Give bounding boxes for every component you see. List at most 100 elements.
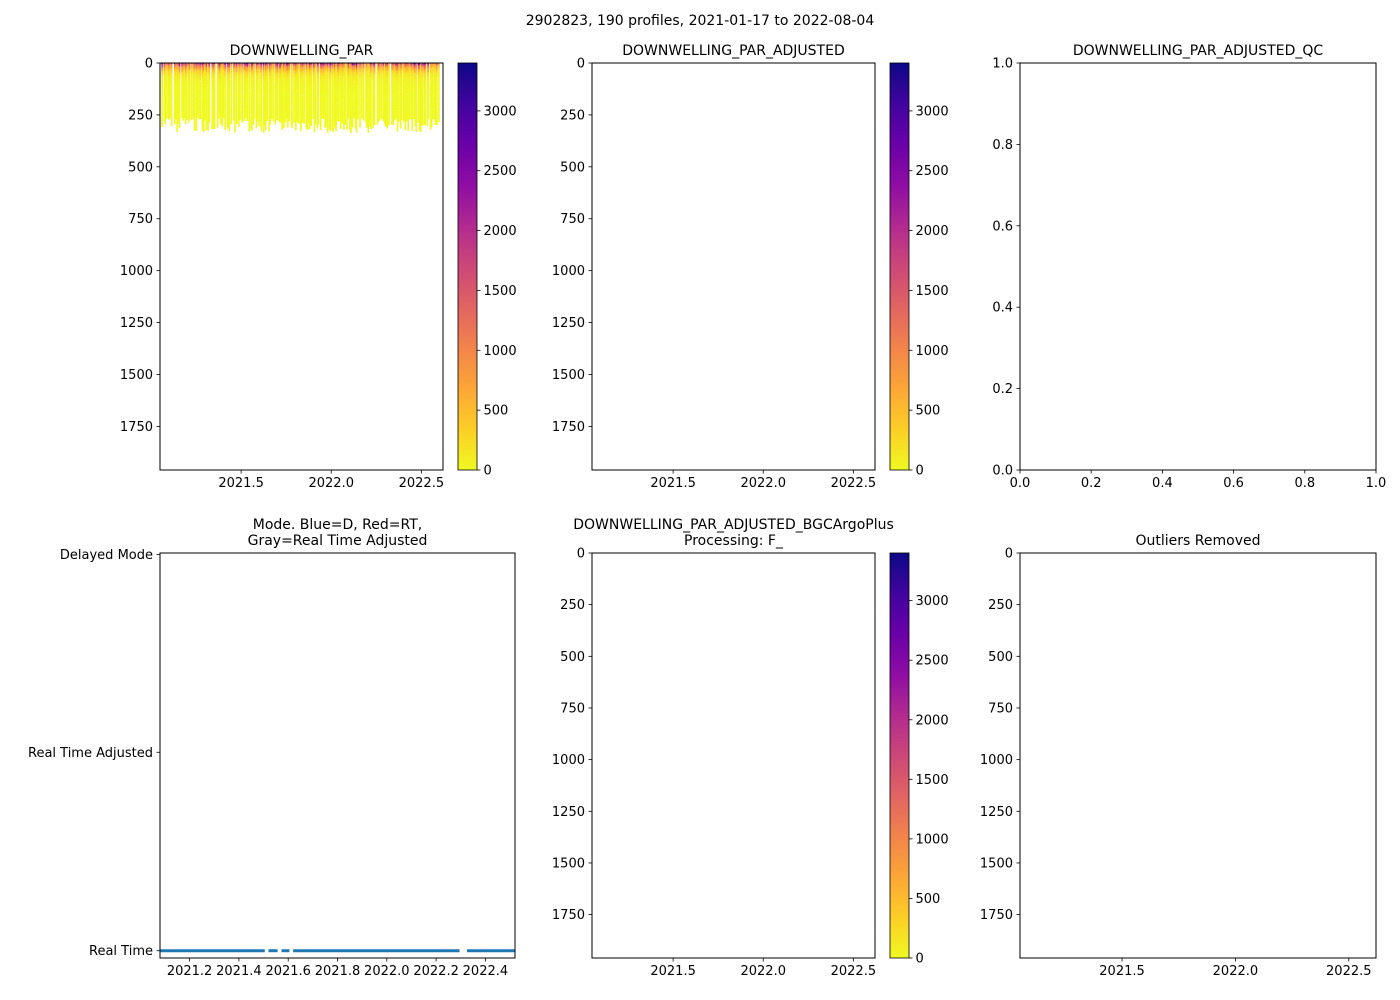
x-tick-label: 1.0 xyxy=(1366,476,1387,491)
colorbar-tick-label: 0 xyxy=(484,464,492,479)
colorbar-tick-label: 3000 xyxy=(916,594,949,609)
x-tick-label: 0.6 xyxy=(1223,476,1244,491)
y-tick-label: 500 xyxy=(988,650,1013,665)
y-tick-label: 500 xyxy=(128,160,153,175)
x-tick-label: 2022.0 xyxy=(308,476,354,491)
y-tick-label: 1750 xyxy=(552,420,585,435)
x-tick-label: 2022.5 xyxy=(399,476,445,491)
x-tick-label: 0.0 xyxy=(1010,476,1031,491)
subplot-downwelling-par-adjusted: DOWNWELLING_PAR_ADJUSTED 2021.5 2022.0 2022… xyxy=(552,43,949,491)
colorbar-tick-label: 0 xyxy=(916,952,924,967)
y-tick-label: 1750 xyxy=(552,908,585,923)
y-category-label: Delayed Mode xyxy=(60,548,153,563)
colorbar-tick-label: 1500 xyxy=(484,284,517,299)
x-tick-label: 2022.5 xyxy=(1326,964,1372,979)
y-tick-label: 1500 xyxy=(552,368,585,383)
y-tick-label: 500 xyxy=(560,160,585,175)
x-tick-label: 2022.5 xyxy=(831,476,877,491)
colorbar-tick-label: 1500 xyxy=(916,773,949,788)
subplot-title: DOWNWELLING_PAR xyxy=(230,43,374,59)
y-tick-label: 250 xyxy=(988,598,1013,613)
y-category-label: Real Time xyxy=(89,944,153,959)
x-tick-label: 2021.5 xyxy=(650,964,696,979)
x-tick-label: 2021.6 xyxy=(265,964,311,979)
x-tick-label: 2021.4 xyxy=(216,964,262,979)
subplot-title: DOWNWELLING_PAR_ADJUSTED xyxy=(622,43,845,59)
y-tick-label: 0.6 xyxy=(992,219,1013,234)
subplot-title: Processing: F_ xyxy=(684,533,784,549)
y-tick-label: 1500 xyxy=(120,368,153,383)
y-tick-label: 0.4 xyxy=(992,301,1013,316)
colorbar-tick-label: 1000 xyxy=(916,344,949,359)
x-tick-label: 2022.0 xyxy=(740,476,786,491)
x-tick-label: 2021.5 xyxy=(1099,964,1145,979)
y-tick-label: 0 xyxy=(577,57,585,72)
y-tick-label: 1250 xyxy=(552,316,585,331)
y-tick-label: 0.8 xyxy=(992,138,1013,153)
y-tick-label: 500 xyxy=(560,650,585,665)
axes-frame xyxy=(591,62,876,471)
y-tick-label: 0.2 xyxy=(992,382,1013,397)
x-tick-label: 2021.8 xyxy=(315,964,361,979)
y-tick-label: 250 xyxy=(560,598,585,613)
axes-frame xyxy=(591,552,876,959)
y-tick-label: 1000 xyxy=(552,264,585,279)
axes-frame xyxy=(159,552,516,959)
y-tick-label: 0 xyxy=(145,57,153,72)
colorbar xyxy=(457,62,478,471)
subplot-outliers-removed: Outliers Removed 2021.5 2022.0 2022.5 0 250 50… xyxy=(980,533,1377,979)
axes-frame xyxy=(159,62,444,471)
x-tick-label: 0.8 xyxy=(1294,476,1315,491)
colorbar-tick-label: 1000 xyxy=(484,344,517,359)
subplot-downwelling-par: DOWNWELLING_PAR 2021.5 2022.0 2022.5 0 250 500… xyxy=(120,43,517,491)
y-tick-label: 1000 xyxy=(552,753,585,768)
colorbar-tick-label: 3000 xyxy=(484,104,517,119)
colorbar-tick-label: 2500 xyxy=(916,164,949,179)
y-tick-label: 0 xyxy=(577,547,585,562)
y-tick-label: 750 xyxy=(560,212,585,227)
subplot-downwelling-par-adjusted-qc: DOWNWELLING_PAR_ADJUSTED_QC 0.0 0.2 0.4 0.6 0… xyxy=(992,43,1386,491)
colorbar-tick-label: 500 xyxy=(916,404,941,419)
x-tick-label: 2022.0 xyxy=(1213,964,1259,979)
subplot-title: DOWNWELLING_PAR_ADJUSTED_QC xyxy=(1073,43,1324,59)
y-tick-label: 1250 xyxy=(552,805,585,820)
y-tick-label: 1750 xyxy=(120,420,153,435)
colorbar-tick-label: 2000 xyxy=(916,224,949,239)
x-tick-label: 2022.2 xyxy=(413,964,459,979)
y-tick-label: 750 xyxy=(988,701,1013,716)
colorbar-tick-label: 1000 xyxy=(916,832,949,847)
subplot-title: DOWNWELLING_PAR_ADJUSTED_BGCArgoPlus xyxy=(573,517,894,533)
subplot-mode: Mode. Blue=D, Red=RT,Gray=Real Time Adju… xyxy=(28,517,516,979)
x-tick-label: 2022.0 xyxy=(740,964,786,979)
y-tick-label: 0.0 xyxy=(992,464,1013,479)
subplot-downwelling-par-adjusted-bgcargoplus: DOWNWELLING_PAR_ADJUSTED_BGCArgoPlusProc… xyxy=(552,517,949,979)
colorbar xyxy=(889,552,910,959)
x-tick-label: 2022.4 xyxy=(463,964,509,979)
colorbar-tick-label: 0 xyxy=(916,464,924,479)
colorbar-tick-label: 500 xyxy=(484,404,509,419)
x-tick-label: 2021.5 xyxy=(218,476,264,491)
y-tick-label: 1000 xyxy=(980,753,1013,768)
colorbar-tick-label: 500 xyxy=(916,892,941,907)
y-tick-label: 1750 xyxy=(980,908,1013,923)
x-tick-label: 2021.2 xyxy=(167,964,213,979)
x-tick-label: 2022.0 xyxy=(364,964,410,979)
y-category-label: Real Time Adjusted xyxy=(28,746,153,761)
y-tick-label: 250 xyxy=(560,108,585,123)
colorbar-tick-label: 2000 xyxy=(916,713,949,728)
axes-frame xyxy=(1019,62,1377,471)
x-tick-label: 2021.5 xyxy=(650,476,696,491)
x-tick-label: 0.4 xyxy=(1152,476,1173,491)
subplot-title: Mode. Blue=D, Red=RT, xyxy=(253,517,422,533)
colorbar-tick-label: 2500 xyxy=(916,654,949,669)
y-tick-label: 1250 xyxy=(980,805,1013,820)
y-tick-label: 750 xyxy=(560,701,585,716)
y-tick-label: 1500 xyxy=(552,856,585,871)
colorbar-tick-label: 2000 xyxy=(484,224,517,239)
y-tick-label: 1.0 xyxy=(992,57,1013,72)
axes-frame xyxy=(1019,552,1377,959)
y-tick-label: 750 xyxy=(128,212,153,227)
y-tick-label: 250 xyxy=(128,108,153,123)
